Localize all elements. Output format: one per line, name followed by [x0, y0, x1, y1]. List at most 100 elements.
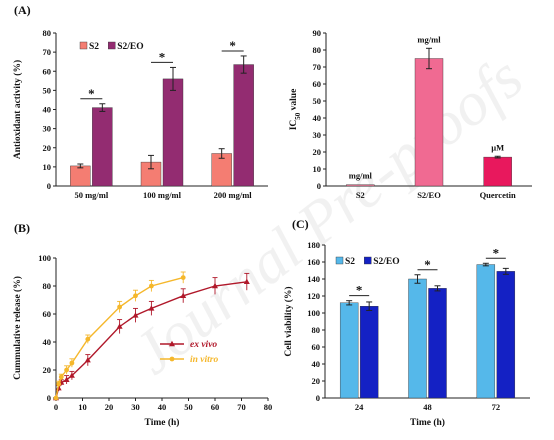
data-point — [149, 283, 154, 289]
y-tick-label: 40 — [313, 113, 322, 123]
y-tick-label: 70 — [43, 47, 52, 57]
data-point — [56, 381, 62, 387]
bar-s2-eo — [92, 107, 113, 187]
legend-label: S2 — [89, 42, 99, 52]
y-tick-label: 100 — [307, 308, 320, 318]
data-point — [132, 312, 139, 318]
data-point — [148, 305, 155, 311]
data-point — [53, 395, 59, 401]
y-tick-label: 20 — [313, 147, 322, 157]
bar-s2-eo — [233, 64, 254, 187]
chart-antioxidant-activity: 0 10 20 30 40 50 60 70 80 50 mg/ml * 100 mg/ml * 200 … — [12, 3, 268, 200]
y-tick-label: 160 — [307, 257, 320, 267]
x-tick-label: 40 — [158, 402, 167, 412]
y-tick-label: 180 — [307, 240, 320, 250]
significance-star: * — [424, 257, 431, 272]
y-tick-label: 20 — [43, 365, 52, 375]
x-axis-title: Time (h) — [410, 417, 445, 428]
panel-letter: (B) — [14, 221, 30, 235]
y-axis-title: IC50 value — [289, 89, 302, 131]
y-tick-label: 100 — [38, 253, 51, 263]
x-tick-label: 48 — [423, 402, 432, 412]
y-axis-title: Antioxidant activity (%) — [12, 60, 23, 159]
chart-cell-viability: 0 20 40 60 80 100 120 140 160 180 24 * 48 * 72 * S2 S2/EO… — [283, 217, 530, 428]
y-axis-title: Cummulative release (%) — [12, 276, 23, 380]
bar-s2-eo — [428, 288, 447, 399]
data-point — [212, 282, 218, 289]
x-tick-label: 0 — [54, 402, 58, 412]
x-tick-label: 30 — [131, 402, 140, 412]
legend-label: S2 — [345, 257, 355, 267]
x-tick-label: 70 — [237, 402, 246, 412]
x-tick-label: 200 mg/ml — [214, 190, 253, 200]
y-axis-title: Cell viability (%) — [283, 286, 294, 356]
y-tick-label: 60 — [313, 79, 322, 89]
data-point — [64, 367, 69, 373]
legend-swatch — [364, 256, 372, 265]
panel-letter: (A) — [14, 3, 31, 17]
y-tick-label: 0 — [316, 393, 320, 403]
y-tick-label: 80 — [43, 281, 52, 291]
y-tick-label: 50 — [313, 96, 322, 106]
bar-s2-eo — [359, 306, 379, 399]
y-tick-label: 140 — [307, 274, 320, 284]
bar-unit-label: mg/ml — [417, 34, 441, 44]
data-point — [84, 357, 91, 363]
y-tick-label: 70 — [313, 62, 322, 72]
bar-s2 — [476, 264, 496, 399]
data-point — [68, 372, 75, 378]
bar-s2 — [70, 165, 91, 187]
y-tick-label: 30 — [43, 124, 52, 134]
bar-s2 — [408, 278, 427, 399]
significance-star: * — [229, 38, 236, 53]
legend-label: ex vivo — [190, 340, 217, 350]
chart-ic50: 0 10 20 30 40 50 60 70 80 90 mg/ml S2 mg/ml S2/EO µM Qu… — [289, 28, 532, 200]
legend-label: S2/EO — [373, 257, 399, 267]
bar-s2 — [339, 302, 359, 399]
y-tick-label: 40 — [43, 337, 52, 347]
significance-star: * — [159, 49, 166, 64]
x-tick-label: 50 mg/ml — [74, 190, 108, 200]
bar-quercetin — [483, 156, 512, 187]
x-tick-label: 24 — [355, 402, 364, 412]
y-tick-label: 90 — [313, 28, 322, 38]
y-tick-label: 20 — [312, 376, 321, 386]
bar-unit-label: mg/ml — [349, 171, 373, 181]
y-tick-label: 20 — [43, 143, 52, 153]
legend-label: in vitro — [190, 355, 218, 365]
y-tick-label: 0 — [47, 393, 51, 403]
bar-unit-label: µM — [491, 142, 504, 152]
data-point — [117, 304, 122, 310]
bar-s2-eo — [496, 271, 516, 399]
panel-letter: (C) — [292, 217, 309, 231]
x-tick-label: 72 — [492, 402, 501, 412]
y-tick-label: 40 — [312, 359, 321, 369]
legend-label: S2/EO — [117, 42, 143, 52]
y-tick-label: 50 — [43, 85, 52, 95]
significance-star: * — [88, 86, 95, 101]
x-tick-label: 100 mg/ml — [143, 190, 182, 200]
data-point — [116, 323, 123, 329]
x-tick-label: 60 — [211, 402, 220, 412]
y-tick-label: 120 — [307, 291, 320, 301]
x-tick-label: Quercetin — [480, 190, 516, 200]
series-line-in-vitro — [55, 276, 184, 399]
data-point — [58, 374, 64, 380]
y-tick-label: 10 — [313, 164, 322, 174]
y-tick-label: 10 — [43, 162, 52, 172]
legend-marker — [169, 340, 175, 347]
y-tick-label: 80 — [312, 325, 321, 335]
legend-swatch — [107, 41, 116, 50]
chart-cumulative-release: 0 20 40 60 80 100 0 10 20 30 40 50 60 70 80 ex vivo in v… — [12, 221, 272, 428]
data-point — [63, 376, 70, 382]
y-tick-label: 40 — [43, 105, 52, 115]
legend-swatch — [79, 41, 88, 50]
legend-swatch — [335, 256, 344, 265]
x-tick-label: S2 — [356, 190, 365, 200]
x-tick-label: 10 — [78, 402, 87, 412]
x-tick-label: 80 — [264, 402, 273, 412]
x-tick-label: 50 — [184, 402, 193, 412]
data-point — [180, 292, 187, 298]
y-tick-label: 60 — [312, 342, 321, 352]
